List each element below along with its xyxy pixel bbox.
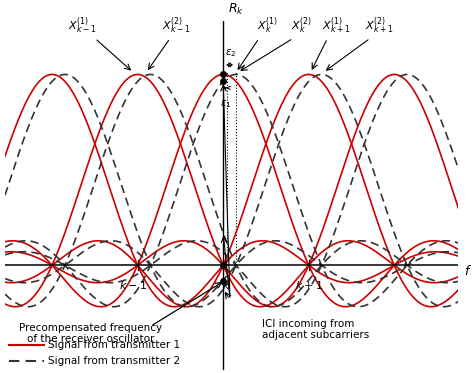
Text: $X_{k+1}^{(2)}$: $X_{k+1}^{(2)}$	[365, 16, 393, 36]
Text: $k-1$: $k-1$	[119, 279, 147, 291]
Text: Signal from transmitter 2: Signal from transmitter 2	[48, 356, 180, 366]
Text: $X_{k-1}^{(2)}$: $X_{k-1}^{(2)}$	[162, 16, 191, 36]
Text: ICI incoming from
adjacent subcarriers: ICI incoming from adjacent subcarriers	[262, 319, 369, 340]
Text: Signal from transmitter 1: Signal from transmitter 1	[48, 341, 180, 350]
Text: $k+1$: $k+1$	[295, 279, 323, 291]
Text: $X_k^{(1)}$: $X_k^{(1)}$	[257, 16, 278, 36]
Text: $\varepsilon_2$: $\varepsilon_2$	[225, 47, 236, 59]
Text: Precompensated frequency
of the receiver oscillator: Precompensated frequency of the receiver…	[19, 323, 162, 344]
Text: $R_k$: $R_k$	[228, 2, 244, 17]
Text: $\varepsilon_1$: $\varepsilon_1$	[219, 98, 231, 110]
Text: $f$: $f$	[465, 264, 473, 278]
Text: $X_{k-1}^{(1)}$: $X_{k-1}^{(1)}$	[68, 16, 96, 36]
Text: $k$: $k$	[222, 279, 231, 291]
Text: $X_k^{(2)}$: $X_k^{(2)}$	[291, 16, 312, 36]
Text: $X_{k+1}^{(1)}$: $X_{k+1}^{(1)}$	[322, 16, 350, 36]
